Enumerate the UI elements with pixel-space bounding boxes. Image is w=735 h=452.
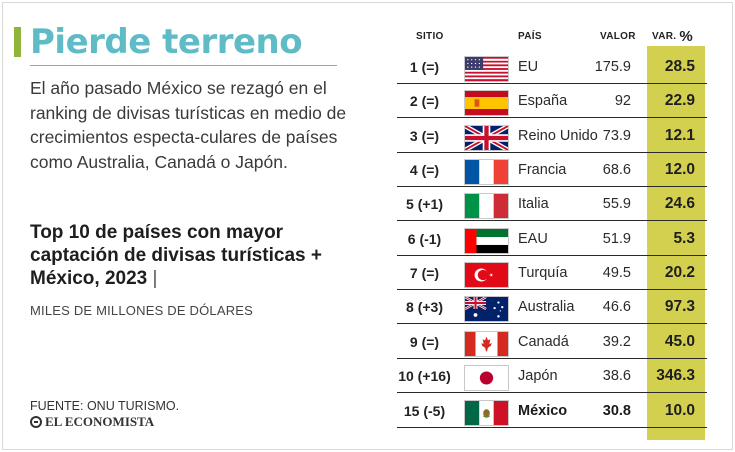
italy-flag-icon — [464, 193, 509, 220]
header-rank: SITIO — [416, 30, 444, 42]
table-row: 10 (+16) Japón 38.6 346.3 — [397, 359, 707, 394]
rank-cell: 3 (=) — [409, 127, 440, 144]
logo-mark-icon — [30, 416, 42, 428]
value-cell: 51.9 — [602, 230, 631, 247]
canada-flag-icon — [464, 330, 509, 357]
table-row: 3 (=) Reino Unido 73.9 12.1 — [397, 119, 707, 153]
value-cell: 30.8 — [602, 402, 631, 419]
rank-cell: 15 (-5) — [403, 402, 446, 419]
table-row: 1 (=) EU 175.9 28.5 — [397, 50, 707, 84]
variation-cell: 12.0 — [664, 161, 695, 179]
variation-cell: 22.9 — [664, 92, 695, 110]
country-cell: Francia — [518, 162, 567, 179]
rank-cell: 10 (+16) — [398, 368, 451, 385]
turkey-flag-icon — [464, 262, 509, 289]
chart-subtitle: Top 10 de países con mayor captación de … — [30, 221, 352, 290]
value-cell: 92 — [614, 93, 631, 110]
page-title: Pierde terreno — [30, 22, 303, 62]
row-divider — [397, 289, 707, 291]
table-row: 15 (-5) México 30.8 10.0 — [397, 394, 707, 428]
header-variation-unit: % — [679, 27, 693, 45]
country-cell: España — [518, 93, 568, 110]
table-row: 4 (=) Francia 68.6 12.0 — [397, 153, 707, 188]
us-flag-icon — [464, 56, 509, 82]
value-cell: 46.6 — [602, 299, 631, 316]
variation-cell: 12.1 — [664, 126, 695, 144]
value-cell: 39.2 — [602, 333, 631, 350]
row-divider — [397, 151, 707, 153]
row-divider — [397, 186, 707, 188]
rank-cell: 9 (=) — [409, 333, 440, 350]
uae-flag-icon — [464, 227, 509, 254]
country-cell: Japón — [518, 368, 558, 385]
country-cell: Australia — [518, 299, 575, 316]
country-cell: Turquía — [518, 265, 568, 282]
row-divider — [397, 254, 707, 256]
rank-cell: 8 (+3) — [406, 299, 443, 316]
row-divider — [397, 426, 707, 428]
rank-cell: 7 (=) — [409, 265, 440, 282]
subtitle-separator: | — [152, 268, 158, 289]
rank-cell: 4 (=) — [409, 162, 440, 179]
header-variation-label: VAR. — [652, 30, 677, 42]
mexico-flag-icon — [464, 399, 509, 426]
table-row: 5 (+1) Italia 55.9 24.6 — [397, 187, 707, 222]
title-divider — [30, 65, 337, 66]
chart-subtitle-text: Top 10 de países con mayor captación de … — [30, 222, 322, 289]
variation-cell: 24.6 — [664, 195, 695, 213]
row-divider — [397, 220, 707, 222]
country-cell: Italia — [518, 196, 549, 213]
rank-cell: 5 (+1) — [406, 196, 443, 213]
header-variation: VAR.% — [652, 26, 693, 46]
rank-cell: 2 (=) — [409, 93, 440, 110]
title-accent-bar — [14, 27, 21, 57]
value-cell: 49.5 — [602, 265, 631, 282]
table-row: 6 (-1) EAU 51.9 5.3 — [397, 222, 707, 256]
intro-text: El año pasado México se rezagó en el ran… — [30, 78, 347, 172]
variation-cell: 5.3 — [673, 229, 695, 247]
units-label: MILES DE MILLONES DE DÓLARES — [30, 303, 254, 318]
value-cell: 73.9 — [602, 127, 631, 144]
source-note: FUENTE: ONU TURISMO. — [30, 399, 180, 413]
variation-cell: 28.5 — [664, 58, 695, 75]
variation-cell: 20.2 — [664, 264, 695, 282]
variation-column-bg — [647, 46, 705, 440]
table-row: 2 (=) España 92 22.9 — [397, 84, 707, 119]
row-divider — [397, 392, 707, 394]
variation-cell: 45.0 — [664, 332, 695, 350]
table-row: 8 (+3) Australia 46.6 97.3 — [397, 290, 707, 325]
table-row: 9 (=) Canadá 39.2 45.0 — [397, 325, 707, 359]
country-cell: Reino Unido — [518, 127, 598, 144]
japan-flag-icon — [464, 365, 509, 392]
table-row: 7 (=) Turquía 49.5 20.2 — [397, 256, 707, 291]
australia-flag-icon — [464, 296, 509, 323]
rank-cell: 1 (=) — [409, 59, 440, 75]
country-cell: Canadá — [518, 333, 569, 350]
rank-cell: 6 (-1) — [407, 230, 442, 247]
france-flag-icon — [464, 159, 509, 186]
value-cell: 68.6 — [602, 162, 631, 179]
uk-flag-icon — [464, 124, 509, 151]
spain-flag-icon — [464, 90, 509, 117]
country-cell: EU — [518, 59, 539, 75]
header-value: VALOR — [600, 30, 636, 42]
publisher-logo: EL ECONOMISTA — [30, 414, 154, 430]
value-cell: 55.9 — [602, 196, 631, 213]
value-cell: 175.9 — [594, 59, 631, 75]
country-cell: México — [518, 402, 568, 419]
row-divider — [397, 323, 707, 325]
value-cell: 38.6 — [602, 368, 631, 385]
row-divider — [397, 357, 707, 359]
ranking-table: SITIO PAÍS VALOR VAR.% 1 (=) EU 175.9 28.5 2… — [397, 26, 707, 440]
row-divider — [397, 117, 707, 119]
row-divider — [397, 83, 707, 84]
variation-cell: 97.3 — [664, 298, 695, 316]
variation-cell: 346.3 — [656, 367, 695, 385]
header-country: PAÍS — [518, 30, 542, 42]
variation-cell: 10.0 — [664, 401, 695, 419]
logo-text: EL ECONOMISTA — [45, 414, 155, 429]
country-cell: EAU — [518, 230, 548, 247]
